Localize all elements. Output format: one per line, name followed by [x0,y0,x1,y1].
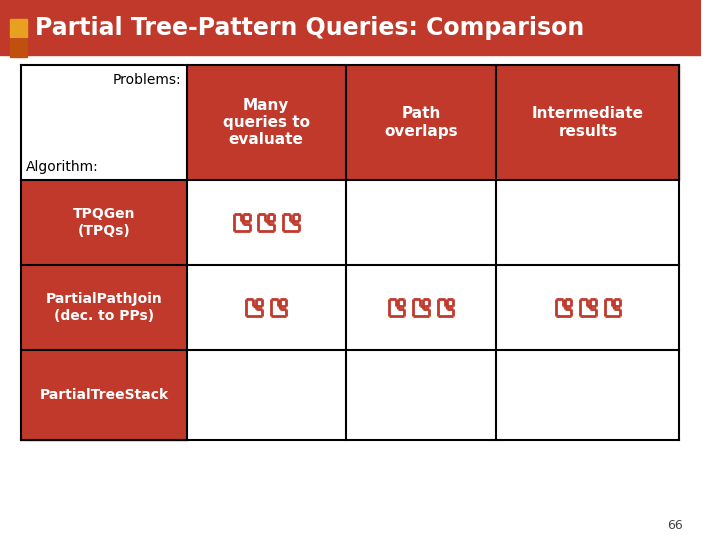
Text: TPQGen
(TPQs): TPQGen (TPQs) [73,207,135,238]
Bar [22,65,187,180]
Bar [22,350,187,440]
Text: Algorithm:: Algorithm: [27,160,99,174]
Bar [187,265,346,350]
Text: 66: 66 [667,519,683,532]
Text: Path
overlaps: Path overlaps [384,106,458,139]
Bar [496,350,680,440]
Bar [496,180,680,265]
Text: Many
queries to
evaluate: Many queries to evaluate [222,98,310,147]
Bar [187,350,346,440]
Bar [346,350,496,440]
Text: Partial Tree-Pattern Queries: Comparison: Partial Tree-Pattern Queries: Comparison [35,16,585,39]
Bar [22,265,187,350]
Bar [187,180,346,265]
Text: Problems:: Problems: [112,73,181,87]
Bar [346,265,496,350]
Bar [346,180,496,265]
Bar [0,0,701,55]
Bar [22,180,187,265]
Bar [187,65,346,180]
Bar [10,19,27,37]
Bar [10,39,27,57]
Text: PartialPathJoin
(dec. to PPs): PartialPathJoin (dec. to PPs) [46,292,163,322]
Text: PartialTreeStack: PartialTreeStack [40,388,168,402]
Bar [346,65,496,180]
Bar [496,265,680,350]
Text: Intermediate
results: Intermediate results [532,106,644,139]
Bar [496,65,680,180]
